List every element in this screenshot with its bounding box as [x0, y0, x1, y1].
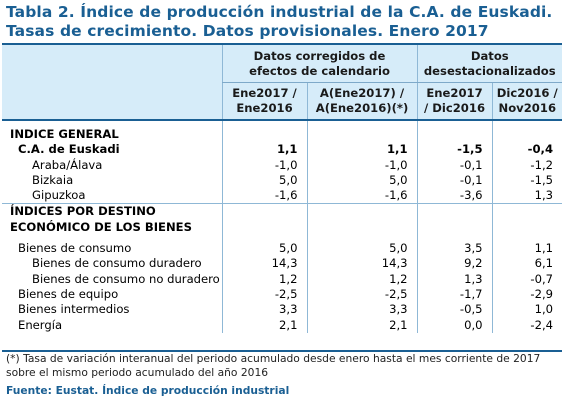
table-row: Bienes de consumo duradero 14,3 14,3 9,2…: [2, 256, 563, 272]
section-heading: ECONÓMICO DE LOS BIENES: [10, 219, 192, 234]
row-value: 0,0: [416, 317, 493, 333]
data-table-container: Datos corregidos de efectos de calendari…: [2, 43, 563, 352]
row-value: -1,7: [416, 286, 493, 303]
title-line-2: Tasas de crecimiento. Datos provisionale…: [6, 22, 489, 40]
table-title: Tabla 2. Índice de producción industrial…: [6, 3, 562, 41]
table-row: Bienes de equipo -2,5 -2,5 -1,7 -2,9: [2, 286, 563, 303]
column-header-accumulated: A(Ene2017) / A(Ene2016)(*): [306, 82, 418, 121]
row-value: 1,1: [491, 241, 563, 257]
row-value: -1,0: [221, 157, 307, 173]
header-group-seasonally-adjusted: Datos desestacionalizados: [416, 45, 563, 83]
row-value: 1,3: [491, 188, 563, 204]
table-row: Araba/Álava -1,0 -1,0 -0,1 -1,2: [2, 157, 563, 173]
row-value: 6,1: [491, 256, 563, 272]
row-value: -2,5: [306, 286, 418, 303]
column-header-ene2017-dic2016: Ene2017 / Dic2016: [416, 82, 493, 121]
table-row: Bizkaia 5,0 5,0 -0,1 -1,5: [2, 172, 563, 189]
column-header-ene2017-ene2016: Ene2017 / Ene2016: [221, 82, 307, 121]
row-value: -1,6: [221, 188, 307, 204]
table-row: Bienes de consumo 5,0 5,0 3,5 1,1: [2, 241, 563, 257]
row-value: 5,0: [221, 241, 307, 257]
section-heading: ÍNDICES POR DESTINO: [2, 203, 222, 220]
row-label: Bizkaia: [32, 172, 74, 187]
header-empty-cell-2: [2, 82, 222, 121]
row-value: 14,3: [306, 256, 418, 272]
row-value: -0,1: [416, 157, 493, 173]
row-label: C.A. de Euskadi: [18, 142, 120, 157]
source-line: Fuente: Eustat. Índice de producción ind…: [6, 384, 290, 397]
row-value: -1,6: [306, 188, 418, 204]
section-heading-row: ECONÓMICO DE LOS BIENES: [2, 219, 563, 236]
row-value: 1,1: [221, 142, 307, 158]
row-value: 3,3: [306, 302, 418, 318]
row-value: -0,1: [416, 172, 493, 189]
row-label: Bienes de consumo: [18, 241, 132, 256]
row-value: -0,5: [416, 302, 493, 318]
row-value: -2,5: [221, 286, 307, 303]
row-value: -0,7: [491, 271, 563, 287]
row-value: -1,0: [306, 157, 418, 173]
row-label: Bienes intermedios: [18, 302, 130, 317]
row-label: Bienes de consumo no duradero: [32, 271, 220, 286]
row-value: -2,9: [491, 286, 563, 303]
table-row: Bienes de consumo no duradero 1,2 1,2 1,…: [2, 271, 563, 287]
row-value: -1,5: [491, 172, 563, 189]
table-row: Gipuzkoa -1,6 -1,6 -3,6 1,3: [2, 188, 563, 204]
row-value: 14,3: [221, 256, 307, 272]
row-value: -1,5: [416, 142, 493, 158]
row-value: 1,2: [306, 271, 418, 287]
header-group-corrected: Datos corregidos de efectos de calendari…: [221, 45, 418, 83]
row-value: 1,2: [221, 271, 307, 287]
row-value: -0,4: [491, 142, 563, 158]
row-label: Gipuzkoa: [32, 188, 86, 203]
row-value: -2,4: [491, 317, 563, 333]
footnote: (*) Tasa de variación interanual del per…: [6, 352, 541, 379]
column-header-dic2016-nov2016: Dic2016 / Nov2016: [491, 82, 563, 121]
row-value: -3,6: [416, 188, 493, 204]
row-value: 5,0: [306, 241, 418, 257]
table-row: C.A. de Euskadi 1,1 1,1 -1,5 -0,4: [2, 142, 563, 158]
row-value: 3,5: [416, 241, 493, 257]
row-value: 1,1: [306, 142, 418, 158]
section-heading-row: ÍNDICES POR DESTINO: [2, 203, 563, 220]
row-value: 3,3: [221, 302, 307, 318]
table-row: Bienes intermedios 3,3 3,3 -0,5 1,0: [2, 302, 563, 318]
row-value: 9,2: [416, 256, 493, 272]
table-row: Energía 2,1 2,1 0,0 -2,4: [2, 317, 563, 333]
header-empty-cell: [2, 45, 222, 83]
section-heading-row: INDICE GENERAL: [2, 127, 563, 143]
row-value: 2,1: [221, 317, 307, 333]
row-label: Energía: [18, 317, 63, 332]
section-heading: INDICE GENERAL: [10, 127, 119, 141]
row-value: -1,2: [491, 157, 563, 173]
row-label: Bienes de equipo: [18, 286, 119, 301]
row-label: Bienes de consumo duradero: [32, 256, 202, 271]
row-value: 5,0: [221, 172, 307, 189]
title-line-1: Tabla 2. Índice de producción industrial…: [6, 3, 553, 21]
row-value: 1,0: [491, 302, 563, 318]
row-value: 1,3: [416, 271, 493, 287]
row-label: Araba/Álava: [32, 157, 103, 172]
row-value: 5,0: [306, 172, 418, 189]
data-table: Datos corregidos de efectos de calendari…: [2, 45, 563, 333]
row-value: 2,1: [306, 317, 418, 333]
